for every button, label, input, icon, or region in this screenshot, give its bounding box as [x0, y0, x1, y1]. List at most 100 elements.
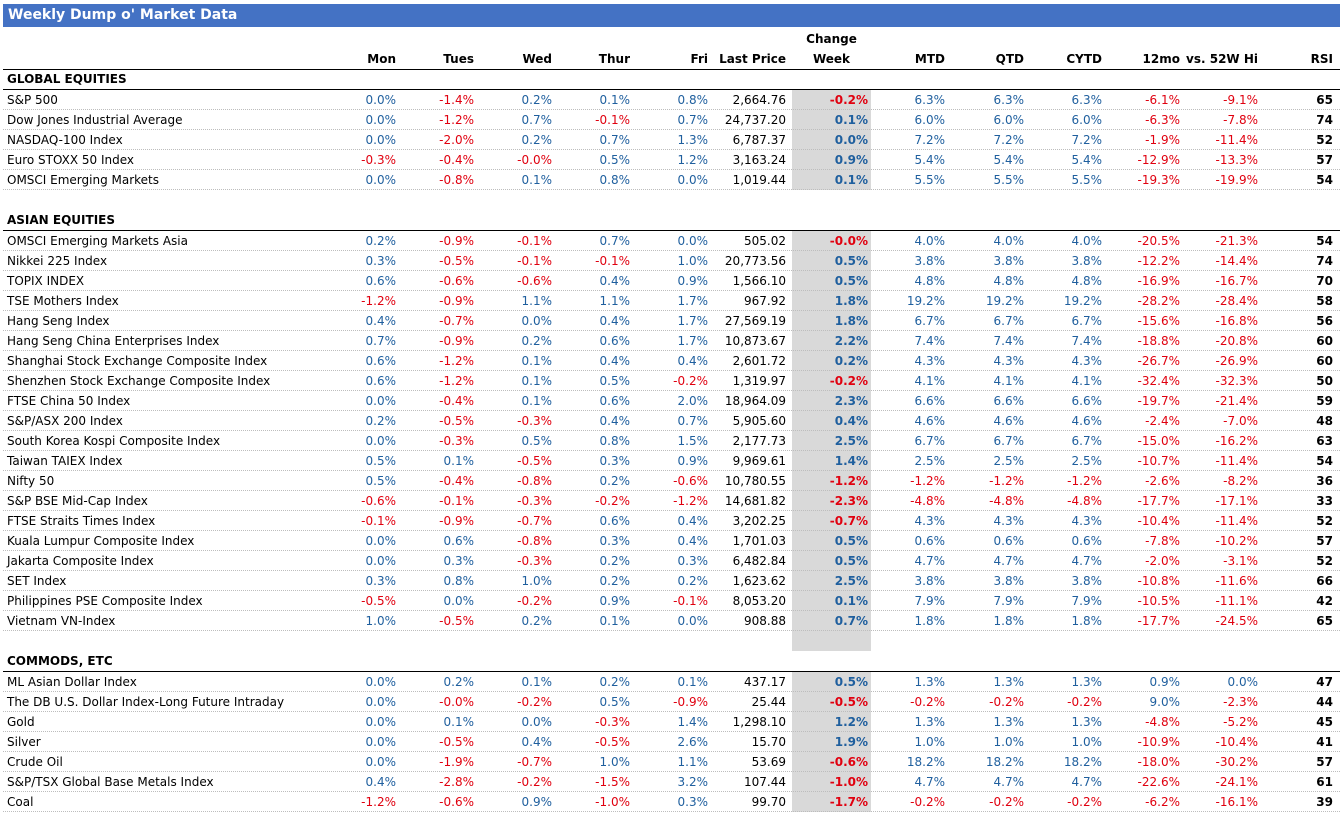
cell-thu: 0.1% — [599, 93, 631, 107]
header-m12: 12mo — [1142, 52, 1180, 66]
cell-m12: -20.5% — [1137, 234, 1180, 248]
cell-cytd: -4.8% — [1067, 494, 1102, 508]
cell-hi: -28.4% — [1215, 294, 1258, 308]
cell-rsi: 57 — [1316, 153, 1333, 167]
cell-rsi: 48 — [1316, 414, 1333, 428]
cell-thu: 0.2% — [599, 474, 631, 488]
cell-thu: -1.5% — [595, 775, 630, 789]
row-name: Euro STOXX 50 Index — [7, 153, 135, 167]
cell-qtd: -4.8% — [989, 494, 1024, 508]
cell-wed: -0.8% — [517, 474, 552, 488]
cell-m12: -6.3% — [1145, 113, 1180, 127]
cell-m12: 0.9% — [1149, 675, 1181, 689]
cell-mon: 0.6% — [365, 354, 397, 368]
cell-week: -2.3% — [829, 494, 868, 508]
cell-wed: 0.1% — [521, 374, 553, 388]
cell-thu: 0.2% — [599, 675, 631, 689]
cell-qtd: 4.8% — [993, 274, 1025, 288]
cell-thu: -0.3% — [595, 715, 630, 729]
cell-m12: -22.6% — [1137, 775, 1180, 789]
cell-mon: 1.0% — [365, 614, 397, 628]
cell-fri: 2.0% — [677, 394, 709, 408]
cell-tue: -0.1% — [439, 494, 474, 508]
cell-cytd: 1.3% — [1071, 715, 1103, 729]
cell-week: 1.8% — [834, 314, 868, 328]
header-last: Last Price — [719, 52, 786, 66]
row-name: Vietnam VN-Index — [7, 614, 116, 628]
cell-m12: -6.2% — [1145, 795, 1180, 809]
cell-rsi: 57 — [1316, 534, 1333, 548]
cell-hi: -11.1% — [1215, 594, 1258, 608]
row-separator — [3, 691, 1340, 692]
cell-mtd: 1.8% — [914, 614, 946, 628]
header-fri: Fri — [690, 52, 708, 66]
cell-wed: 1.0% — [521, 574, 553, 588]
cell-thu: 0.3% — [599, 534, 631, 548]
cell-rsi: 70 — [1316, 274, 1333, 288]
cell-rsi: 54 — [1316, 234, 1333, 248]
cell-cytd: 6.3% — [1071, 93, 1103, 107]
cell-mtd: 6.7% — [914, 314, 946, 328]
row-name: South Korea Kospi Composite Index — [7, 434, 221, 448]
cell-mon: 0.6% — [365, 274, 397, 288]
cell-last: 2,601.72 — [732, 354, 786, 368]
cell-last: 1,319.97 — [732, 374, 786, 388]
cell-cytd: 4.7% — [1071, 554, 1103, 568]
cell-hi: -11.4% — [1215, 454, 1258, 468]
cell-qtd: 2.5% — [993, 454, 1025, 468]
cell-rsi: 44 — [1316, 695, 1333, 709]
cell-mon: 0.0% — [365, 675, 397, 689]
cell-qtd: 6.6% — [993, 394, 1025, 408]
cell-mtd: 6.3% — [914, 93, 946, 107]
cell-mon: 0.0% — [365, 715, 397, 729]
cell-mon: 0.0% — [365, 173, 397, 187]
cell-qtd: 19.2% — [985, 294, 1024, 308]
cell-qtd: 18.2% — [985, 755, 1024, 769]
cell-qtd: 4.3% — [993, 354, 1025, 368]
row-separator — [3, 751, 1340, 752]
cell-fri: 0.9% — [677, 274, 709, 288]
cell-qtd: 4.1% — [993, 374, 1025, 388]
cell-qtd: 4.0% — [993, 234, 1025, 248]
section-divider — [3, 89, 1340, 90]
cell-hi: -16.1% — [1215, 795, 1258, 809]
cell-rsi: 66 — [1316, 574, 1333, 588]
cell-week: 1.9% — [834, 735, 868, 749]
row-name: Hang Seng Index — [7, 314, 110, 328]
cell-cytd: 7.4% — [1071, 334, 1103, 348]
cell-fri: 1.7% — [677, 314, 709, 328]
row-separator — [3, 430, 1340, 431]
cell-qtd: 1.3% — [993, 715, 1025, 729]
cell-cytd: 7.2% — [1071, 133, 1103, 147]
cell-last: 24,737.20 — [724, 113, 786, 127]
header-cytd: CYTD — [1066, 52, 1102, 66]
cell-m12: -15.0% — [1137, 434, 1180, 448]
header-hi: vs. 52W Hi — [1186, 52, 1258, 66]
cell-thu: 0.4% — [599, 414, 631, 428]
row-name: SET Index — [7, 574, 67, 588]
cell-rsi: 52 — [1316, 554, 1333, 568]
cell-tue: -2.8% — [439, 775, 474, 789]
cell-mon: 0.0% — [365, 735, 397, 749]
cell-last: 437.17 — [744, 675, 786, 689]
cell-m12: -17.7% — [1137, 614, 1180, 628]
cell-rsi: 36 — [1316, 474, 1333, 488]
cell-fri: 0.4% — [677, 354, 709, 368]
cell-cytd: -0.2% — [1067, 695, 1102, 709]
cell-last: 1,019.44 — [732, 173, 786, 187]
cell-fri: 0.7% — [677, 414, 709, 428]
cell-m12: -18.0% — [1137, 755, 1180, 769]
cell-mon: 0.3% — [365, 574, 397, 588]
cell-thu: 0.6% — [599, 394, 631, 408]
row-separator — [3, 350, 1340, 351]
cell-rsi: 74 — [1316, 254, 1333, 268]
row-separator — [3, 290, 1340, 291]
header-change-label: Change — [806, 32, 857, 46]
cell-hi: -11.4% — [1215, 133, 1258, 147]
row-name: TOPIX INDEX — [7, 274, 85, 288]
cell-tue: 0.1% — [443, 715, 475, 729]
cell-rsi: 45 — [1316, 715, 1333, 729]
cell-tue: -0.9% — [439, 294, 474, 308]
cell-hi: -9.1% — [1223, 93, 1258, 107]
cell-week: -1.7% — [829, 795, 868, 809]
